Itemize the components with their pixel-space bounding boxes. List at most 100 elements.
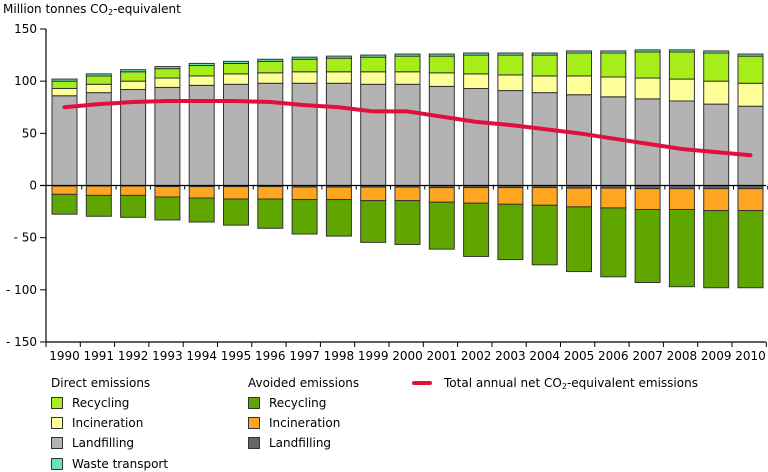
bar-segment	[394, 83, 421, 186]
bar-segment	[394, 71, 421, 85]
x-tick-label: 2003	[495, 349, 526, 363]
x-tick-label: 2006	[598, 349, 629, 363]
bar-segment	[325, 82, 352, 186]
bar-segment	[428, 55, 455, 74]
bar-segment	[51, 193, 78, 215]
bar-segment	[394, 200, 421, 245]
legend-label: Landfilling	[72, 436, 135, 450]
bar-segment	[51, 95, 78, 186]
bar-segment	[703, 80, 730, 105]
bar-segment	[737, 188, 764, 212]
bar-segment	[257, 186, 284, 200]
bar-segment	[291, 58, 318, 73]
legend-label-suffix: -equivalent emissions	[566, 376, 698, 390]
legend-label: Recycling	[269, 396, 327, 410]
bar-segment	[154, 68, 181, 79]
bar-segment	[566, 50, 592, 54]
bar-segment	[85, 73, 112, 77]
bar-segment	[668, 51, 695, 80]
bar-segment	[737, 82, 764, 107]
bar-segment	[360, 54, 387, 58]
y-axis-title-text: Million tonnes CO	[3, 2, 108, 16]
legend-item-direct-landfilling: Landfilling	[51, 436, 134, 450]
x-tick-label: 2007	[632, 349, 663, 363]
bar-segment	[154, 186, 181, 198]
bar-segment	[257, 72, 284, 84]
bar-segment	[257, 82, 284, 186]
y-tick-label: - 150	[6, 335, 37, 349]
swatch-avoided-landfilling	[248, 436, 260, 449]
bar-segment	[737, 105, 764, 186]
bar-segment	[223, 62, 249, 75]
bar-segment	[325, 199, 352, 237]
bar-segment	[85, 185, 112, 196]
bar-segment	[737, 53, 764, 57]
bar-segment	[291, 199, 318, 235]
y-tick-label: 150	[14, 22, 37, 36]
bar-segment	[703, 52, 730, 82]
bar-segment	[531, 54, 558, 77]
x-tick-label: 1997	[289, 349, 320, 363]
bar-segment	[120, 80, 147, 91]
bar-segment	[634, 77, 661, 100]
bar-segment	[531, 52, 558, 56]
legend-label: Total annual net CO	[444, 376, 562, 390]
bar-segment	[394, 55, 421, 73]
y-axis-title-subscript: 2	[107, 8, 114, 17]
bar-segment	[257, 58, 284, 62]
bar-segment	[188, 62, 215, 67]
bar-segment	[600, 207, 627, 278]
bar-segment	[51, 87, 78, 97]
x-tick-label: 1990	[49, 349, 80, 363]
bar-segment	[223, 186, 249, 200]
bar-segment	[360, 83, 387, 186]
bar-segment	[497, 187, 524, 205]
bar-segment	[394, 53, 421, 57]
y-tick-label: - 100	[6, 283, 37, 297]
bar-segment	[668, 100, 695, 186]
bar-segment	[566, 187, 592, 208]
legend-item-avoided-incineration: Incineration	[248, 416, 340, 430]
bar-segment	[257, 60, 284, 74]
bar-segment	[291, 82, 318, 186]
legend-heading-direct: Direct emissions	[51, 376, 151, 390]
bar-segment	[291, 56, 318, 60]
bar-segment	[85, 83, 112, 94]
bar-segment	[51, 185, 78, 195]
bar-segment	[668, 188, 695, 210]
legend-label: Incineration	[269, 416, 341, 430]
legend-label: Recycling	[72, 396, 130, 410]
legend-label: Waste transport	[72, 457, 169, 471]
x-tick-label: 1991	[84, 349, 115, 363]
x-tick-label: 2010	[735, 349, 766, 363]
legend-item-avoided-recycling: Recycling	[248, 396, 326, 410]
x-tick-label: 1996	[255, 349, 286, 363]
x-tick-label: 1992	[118, 349, 149, 363]
legend-heading-avoided: Avoided emissions	[248, 376, 360, 390]
bar-segment	[463, 54, 490, 75]
bar-segment	[360, 186, 387, 202]
legend-item-avoided-landfilling: Landfilling	[248, 436, 331, 450]
bar-segment	[703, 210, 730, 289]
bar-segment	[223, 198, 249, 226]
bar-segment	[463, 73, 490, 89]
bar-segment	[428, 85, 455, 186]
legend-label: Incineration	[72, 416, 144, 430]
bar-segment	[463, 52, 490, 56]
x-tick-label: 2004	[529, 349, 560, 363]
bar-segment	[325, 186, 352, 201]
legend-item-net-emissions-line: Total annual net CO2-equivalent emission…	[412, 376, 698, 391]
bar-segment	[566, 52, 592, 77]
y-tick-label: 100	[14, 74, 37, 88]
y-tick-label: - 50	[14, 231, 37, 245]
bar-segment	[120, 69, 147, 73]
bar-segment	[463, 87, 490, 186]
bar-segment	[154, 196, 181, 221]
bar-segment	[600, 187, 627, 209]
x-tick-label: 1999	[358, 349, 389, 363]
y-tick-label: 50	[22, 126, 37, 140]
legend-item-direct-incineration: Incineration	[51, 416, 143, 430]
x-tick-label: 2001	[427, 349, 458, 363]
bar-segment	[188, 65, 215, 77]
legend-label-subscript: 2	[561, 382, 567, 391]
